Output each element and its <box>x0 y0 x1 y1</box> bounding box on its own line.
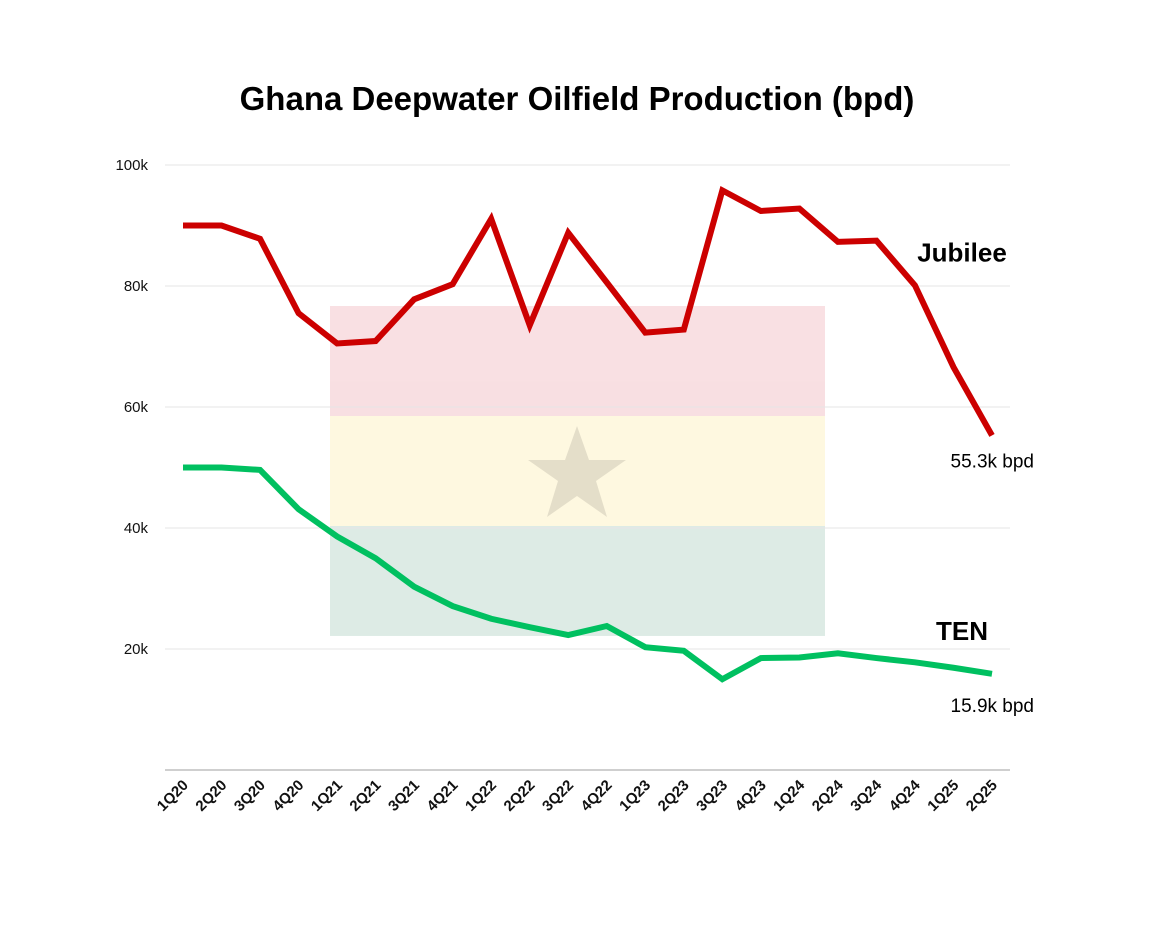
x-tick-label: 3Q20 <box>231 777 269 815</box>
x-tick-label: 1Q23 <box>616 777 654 815</box>
y-tick-label: 40k <box>124 520 149 537</box>
flag-stripe-red <box>330 306 825 416</box>
y-tick-label: 20k <box>124 641 149 658</box>
x-tick-label: 1Q21 <box>308 777 346 815</box>
x-tick-label: 2Q22 <box>501 777 539 815</box>
x-tick-label: 1Q22 <box>462 777 500 815</box>
series-end-value-label: 55.3k bpd <box>951 451 1034 472</box>
flag-stripe-yellow <box>330 416 825 526</box>
series-name-label: TEN <box>936 616 988 646</box>
series-end-value-label: 15.9k bpd <box>951 696 1034 717</box>
x-tick-label: 2Q21 <box>346 777 384 815</box>
flag-stripe-green <box>330 526 825 636</box>
x-tick-label: 2Q25 <box>963 777 1001 815</box>
series-labels: Jubilee 55.3k bpd TEN 15.9k bpd <box>917 237 1034 716</box>
x-tick-label: 4Q23 <box>732 777 770 815</box>
x-axis-ticks: 1Q20 2Q20 3Q20 4Q20 1Q21 2Q21 3Q21 4Q21 1Q22 2Q22… <box>154 776 1001 814</box>
series-name-label: Jubilee <box>917 237 1007 267</box>
x-tick-label: 1Q20 <box>154 777 192 815</box>
ghana-flag-background <box>330 306 825 636</box>
x-tick-label: 3Q24 <box>847 776 885 814</box>
x-tick-label: 2Q20 <box>192 777 230 815</box>
x-tick-label: 2Q24 <box>809 776 847 814</box>
y-axis-ticks: 100k 80k 60k 40k 20k <box>115 157 148 658</box>
series-lines <box>183 185 995 683</box>
x-tick-label: 2Q23 <box>655 777 693 815</box>
x-tick-label: 4Q24 <box>886 776 924 814</box>
y-tick-label: 100k <box>115 157 148 174</box>
x-tick-label: 3Q23 <box>693 777 731 815</box>
y-tick-label: 60k <box>124 399 149 416</box>
flag-star-icon <box>528 426 626 517</box>
series-line-jubilee <box>183 185 995 437</box>
y-tick-label: 80k <box>124 278 149 295</box>
gridlines <box>165 164 1010 650</box>
series-line-ten <box>183 464 993 683</box>
x-tick-label: 3Q21 <box>385 777 423 815</box>
x-tick-label: 1Q24 <box>770 776 808 814</box>
x-tick-label: 4Q20 <box>269 777 307 815</box>
x-tick-label: 4Q21 <box>424 777 462 815</box>
x-tick-label: 3Q22 <box>539 777 577 815</box>
chart-title: Ghana Deepwater Oilfield Production (bpd… <box>240 80 915 117</box>
x-tick-label: 4Q22 <box>578 777 616 815</box>
x-tick-label: 1Q25 <box>924 777 962 815</box>
